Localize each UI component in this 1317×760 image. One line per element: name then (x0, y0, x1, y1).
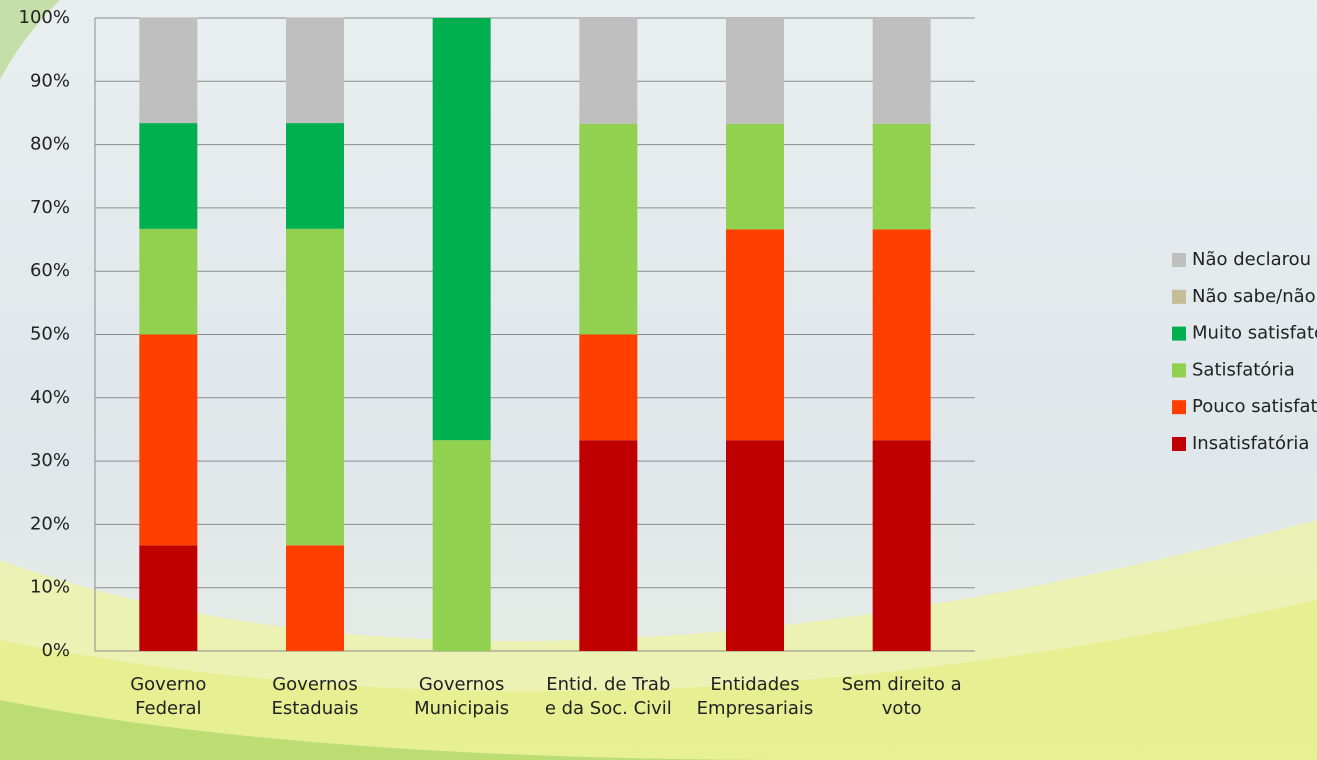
bar-segment (579, 334, 638, 441)
legend-swatch (1172, 326, 1186, 341)
legend-swatch (1172, 437, 1186, 451)
x-tick-label: Entid. de Trab e da Soc. Civil (544, 674, 672, 719)
legend-swatch (1172, 363, 1186, 378)
legend-label: Insatisfatória (1192, 433, 1309, 454)
legend-swatch (1172, 253, 1186, 267)
legend-label: Pouco satisfatória (1192, 396, 1317, 417)
bar-segment (286, 123, 344, 229)
x-tick-label: Governos Estaduais (271, 674, 359, 719)
bar-segment (872, 18, 931, 124)
y-tick-label: 30% (30, 450, 70, 471)
bar-segment (726, 229, 784, 441)
bar-segment (872, 229, 931, 441)
legend-label: Muito satisfatória (1192, 323, 1317, 344)
x-tick-label: Governo Federal (130, 674, 207, 719)
bar-segment (286, 545, 344, 651)
y-tick-label: 90% (30, 70, 70, 91)
y-tick-label: 70% (30, 197, 70, 218)
y-tick-label: 10% (30, 577, 70, 598)
x-tick-label: Entidades Empresariais (696, 674, 814, 719)
bar-segment (286, 17, 344, 124)
bar-segment (726, 18, 784, 124)
bar-segment (286, 228, 344, 546)
bar-segment (579, 440, 638, 651)
bar-segment (139, 545, 198, 651)
bar-segment (872, 123, 931, 230)
y-tick-label: 50% (30, 324, 70, 345)
bar-segment (579, 18, 638, 124)
y-tick-label: 80% (30, 134, 70, 155)
legend-swatch (1172, 400, 1186, 415)
y-tick-label: 100% (19, 7, 70, 28)
bar-segment (139, 123, 198, 229)
bar-segment (726, 440, 784, 651)
y-tick-label: 40% (30, 387, 70, 408)
x-tick-label: Sem direito a voto (841, 674, 962, 719)
bar-segment (872, 440, 931, 651)
y-tick-label: 20% (30, 513, 70, 534)
legend-label: Não declarou (1192, 249, 1311, 270)
bar-segment (139, 228, 198, 335)
bar-segment (432, 440, 491, 651)
legend-label: Satisfatória (1192, 359, 1295, 380)
bar-segment (139, 334, 198, 546)
x-tick-label: Governos Municipais (414, 674, 510, 719)
bar-segment (139, 17, 198, 124)
legend-swatch (1172, 289, 1186, 304)
bar-segment (579, 123, 638, 335)
y-tick-label: 0% (41, 640, 70, 661)
bar-segment (432, 18, 491, 441)
bar-segment (726, 123, 784, 230)
legend-label: Não sabe/não se aplica (1192, 286, 1317, 307)
y-tick-label: 60% (30, 260, 70, 281)
